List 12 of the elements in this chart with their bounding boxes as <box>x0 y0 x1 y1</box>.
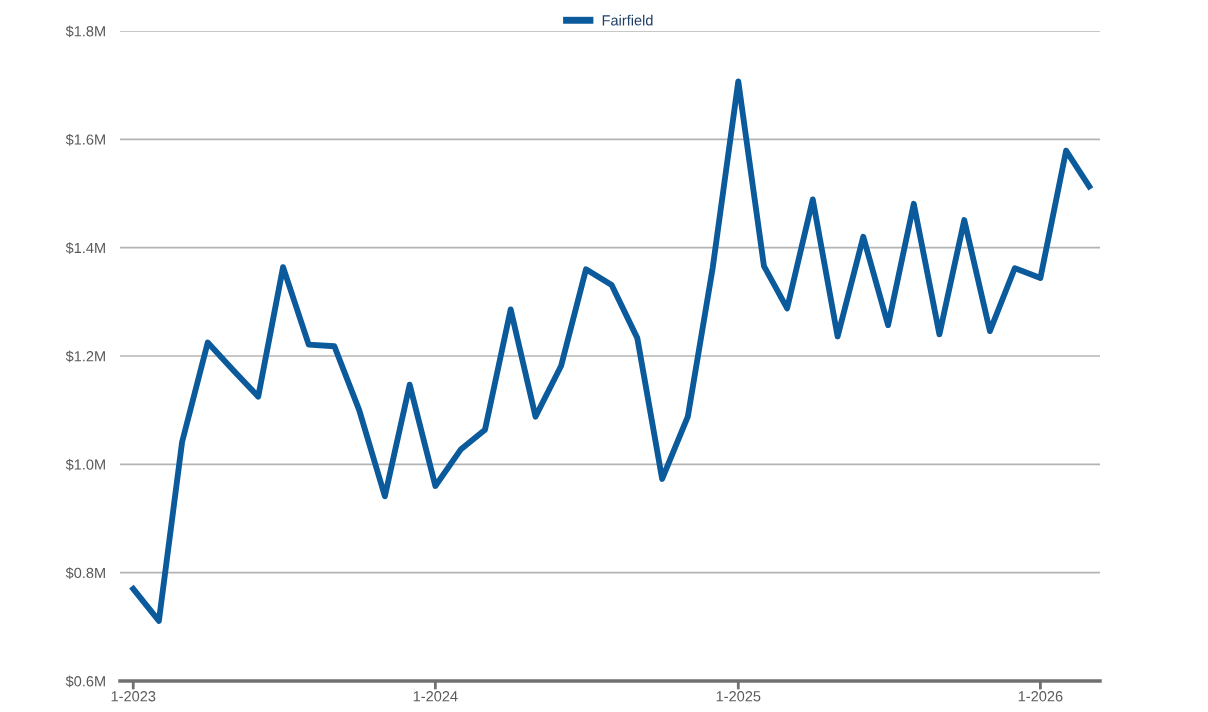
y-tick-label: $0.6M <box>65 675 105 688</box>
x-tick-label: 1-2026 <box>1018 691 1063 702</box>
x-tick-label: 1-2024 <box>413 691 458 702</box>
y-tick-label: $0.8M <box>65 567 105 579</box>
y-tick-label: $1.4M <box>65 242 105 254</box>
y-tick-label: $1.0M <box>65 458 105 471</box>
y-tick-label: $1.6M <box>65 133 105 146</box>
y-tick-label: $1.2M <box>65 350 105 363</box>
legend-label: Fairfield <box>602 14 653 26</box>
x-tick-label: 1-2023 <box>111 691 156 702</box>
y-tick-label: $1.8M <box>65 25 105 38</box>
x-tick-label: 1-2025 <box>716 691 761 702</box>
